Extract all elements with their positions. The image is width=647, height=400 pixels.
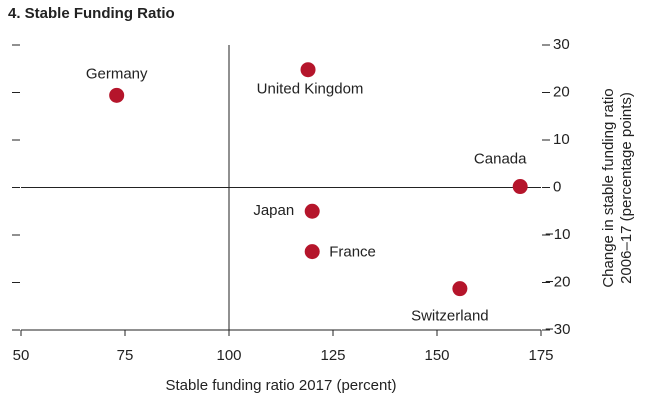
y-tick-label: 10 — [553, 131, 570, 148]
x-axis-label: Stable funding ratio 2017 (percent) — [166, 377, 397, 394]
x-tick-label: 50 — [13, 347, 30, 364]
point-label: Japan — [253, 202, 294, 219]
point — [109, 87, 125, 103]
y-tick-label: 30 — [553, 36, 570, 53]
point — [304, 244, 320, 260]
point-label: Germany — [86, 65, 148, 82]
point-label: Canada — [474, 151, 527, 168]
y-tick-label: −20 — [545, 273, 570, 290]
point — [452, 281, 468, 297]
chart-title: 4. Stable Funding Ratio — [8, 5, 175, 22]
y-tick-label: −10 — [545, 226, 570, 243]
x-tick-label: 75 — [117, 347, 134, 364]
x-tick-label: 175 — [528, 347, 553, 364]
point-label: United Kingdom — [257, 81, 364, 98]
x-tick-label: 100 — [216, 347, 241, 364]
point-label: Switzerland — [411, 308, 489, 325]
y-tick-label: −30 — [545, 321, 570, 338]
y-axis-label-line: Change in stable funding ratio — [600, 88, 617, 287]
y-tick-label: 20 — [553, 83, 570, 100]
point — [300, 62, 316, 78]
y-axis-label-line: 2006–17 (percentage points) — [618, 92, 635, 284]
y-tick-label: 0 — [553, 178, 561, 195]
y-axis-label: Change in stable funding ratio 2006–17 (… — [600, 88, 635, 287]
x-tick-label: 125 — [320, 347, 345, 364]
point — [512, 179, 528, 195]
point — [304, 203, 320, 219]
x-tick-label: 150 — [424, 347, 449, 364]
point-label: France — [329, 244, 376, 261]
